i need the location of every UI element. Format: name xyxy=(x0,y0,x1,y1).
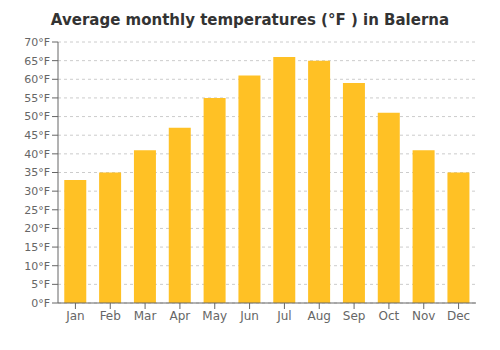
svg-text:45°F: 45°F xyxy=(24,129,50,142)
svg-text:25°F: 25°F xyxy=(24,204,50,217)
svg-text:65°F: 65°F xyxy=(24,55,50,68)
svg-text:Sep: Sep xyxy=(343,309,366,323)
svg-text:15°F: 15°F xyxy=(24,241,50,254)
svg-text:5°F: 5°F xyxy=(31,278,50,291)
svg-text:Jan: Jan xyxy=(65,309,85,323)
svg-text:Nov: Nov xyxy=(412,309,435,323)
svg-text:40°F: 40°F xyxy=(24,148,50,161)
svg-text:50°F: 50°F xyxy=(24,110,50,123)
svg-text:Dec: Dec xyxy=(447,309,470,323)
html-text:Average monthly temperatures (: Average monthly temperatures (°F ) in Ba… xyxy=(50,11,450,29)
svg-text:Feb: Feb xyxy=(100,309,121,323)
svg-text:Aug: Aug xyxy=(308,309,331,323)
svg-text:Mar: Mar xyxy=(134,309,157,323)
svg-text:55°F: 55°F xyxy=(24,92,50,105)
svg-text:20°F: 20°F xyxy=(24,222,50,235)
svg-text:Jun: Jun xyxy=(239,309,259,323)
svg-text:May: May xyxy=(202,309,227,323)
svg-text:70°F: 70°F xyxy=(24,36,50,49)
svg-text:35°F: 35°F xyxy=(24,166,50,179)
svg-text:Oct: Oct xyxy=(379,309,400,323)
svg-text:30°F: 30°F xyxy=(24,185,50,198)
svg-text:60°F: 60°F xyxy=(24,73,50,86)
svg-text:0°F: 0°F xyxy=(31,297,50,310)
svg-text:10°F: 10°F xyxy=(24,260,50,273)
svg-text:Apr: Apr xyxy=(170,309,191,323)
svg-text:Jul: Jul xyxy=(276,309,291,323)
